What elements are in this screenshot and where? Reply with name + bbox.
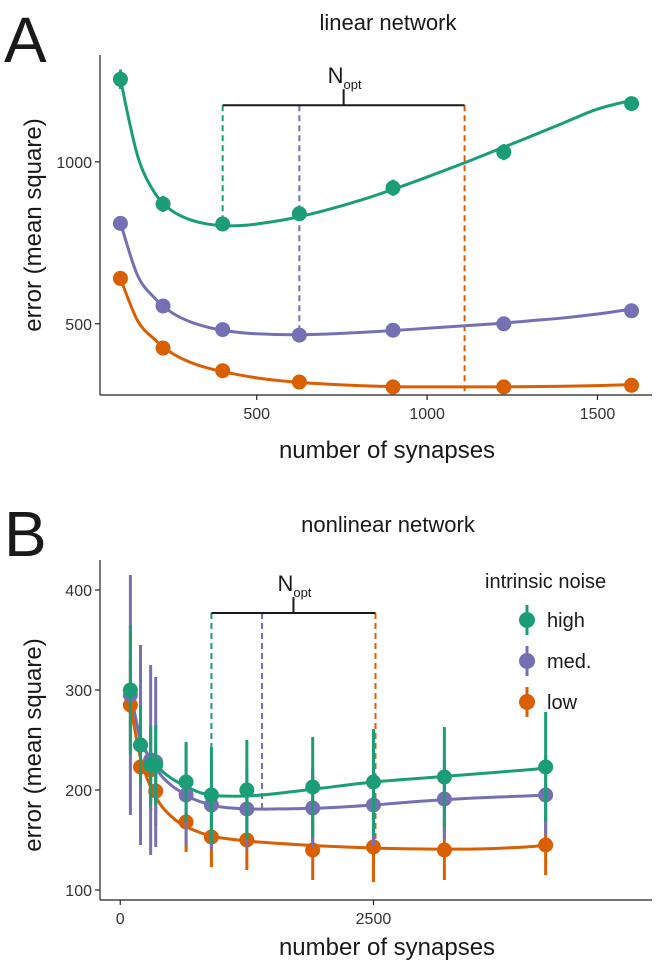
legend-label-med: med. [547,651,591,673]
panel-a-point-high [215,216,231,232]
panel-b-y-tick-label: 400 [65,583,92,600]
panel-a-point-low [385,379,401,395]
panel-a-curve-low [119,277,632,389]
panel-a-point-high [385,180,401,196]
legend-title: intrinsic noise [485,571,606,593]
panel-b-point-high [178,774,194,790]
panel-a-point-med [385,322,401,338]
panel-a-y-tick-label: 1000 [56,155,92,172]
panel-b-nopt-label: Nopt [277,571,311,600]
panel-b-x-tick-label: 2500 [356,911,392,928]
panel-b-point-high [148,757,164,773]
panel-b-plot-area: 0 2500 100 200 300 400 Nopt [65,560,652,928]
panel-b-title: nonlinear network [301,512,476,537]
panel-a-plot-area: 500 1000 1500 500 1000 Nopt [56,55,652,423]
panel-b: B nonlinear network number of synapses e… [4,498,652,961]
panel-a-point-med [112,215,128,231]
panel-b-point-high [239,782,255,798]
panel-a-point-low [112,270,128,286]
panel-b-y-tick-label: 200 [65,783,92,800]
legend-key-low [519,694,535,710]
legend-label-high: high [547,610,585,632]
panel-a-x-tick-label: 1000 [409,406,445,423]
panel-a-point-med [291,327,307,343]
panel-b-curve-low [128,704,546,851]
panel-a-x-tick-label: 500 [243,406,270,423]
panel-a-y-axis-label: error (mean square) [20,118,47,331]
panel-a-x-tick-label: 1500 [580,406,616,423]
panel-a-point-low [155,340,171,356]
panel-a-point-med [155,298,171,314]
panel-a-point-low [496,379,512,395]
panel-b-y-axis-label: error (mean square) [20,638,47,851]
panel-b-point-low [365,839,381,855]
panel-a-point-low [215,363,231,379]
panel-a-x-axis-label: number of synapses [279,437,495,464]
panel-a-title: linear network [320,10,458,35]
panel-a-point-low [624,377,640,393]
legend-key-high [519,612,535,628]
panel-b-x-tick-label: 0 [116,911,125,928]
panel-letter-b: B [4,498,47,570]
legend-label-low: low [547,692,578,714]
panel-b-y-tick-label: 100 [65,883,92,900]
panel-a-point-med [624,303,640,319]
panel-b-x-axis-label: number of synapses [279,934,495,961]
panel-a-point-high [624,96,640,112]
panel-b-point-high [133,737,149,753]
panel-a-y-tick-label: 500 [65,317,92,334]
panel-a-point-med [215,322,231,338]
panel-b-point-low [436,842,452,858]
panel-b-y-tick-label: 300 [65,683,92,700]
panel-a-point-high [496,144,512,160]
panel-b-point-high [122,682,138,698]
panel-b-point-high [365,774,381,790]
panel-b-point-high [305,779,321,795]
panel-a-nopt-label: Nopt [328,63,362,92]
panel-b-point-high [203,787,219,803]
panel-a-point-med [496,316,512,332]
panel-letter-a: A [4,4,47,76]
panel-a-point-high [112,71,128,87]
legend: intrinsic noise high med. low [485,571,606,717]
legend-key-med [519,653,535,669]
panel-a-point-high [155,196,171,212]
panel-b-point-low [538,837,554,853]
panel-b-point-high [538,759,554,775]
panel-a-curve-med [119,222,632,337]
panel-a-point-high [291,206,307,222]
panel-a: A linear network number of synapses erro… [4,4,652,464]
panel-a-point-low [291,374,307,390]
panel-a-curve-high [118,78,632,228]
panel-b-point-low [305,842,321,858]
panel-b-point-high [436,769,452,785]
